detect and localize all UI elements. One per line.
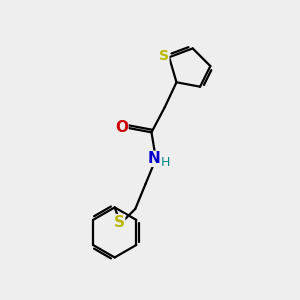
Text: H: H bbox=[160, 156, 170, 169]
Text: S: S bbox=[114, 214, 124, 230]
Text: S: S bbox=[159, 49, 169, 63]
Text: N: N bbox=[148, 151, 161, 166]
Text: O: O bbox=[115, 120, 128, 135]
